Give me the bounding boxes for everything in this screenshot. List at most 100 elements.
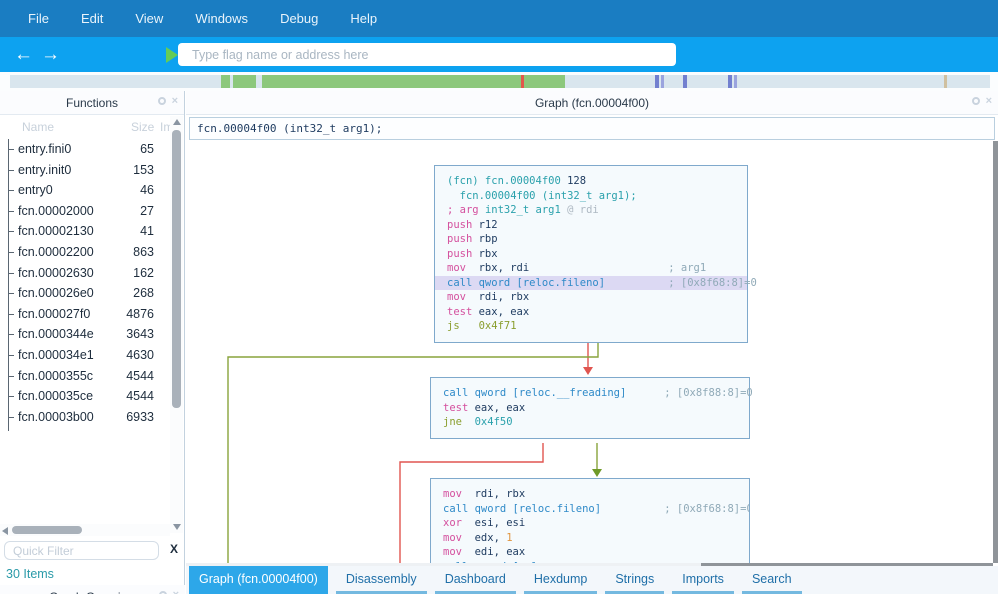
function-row[interactable]: entry046 (0, 180, 168, 201)
graph-block[interactable]: call qword [reloc.__freading] ; [0x8f88:… (430, 377, 750, 439)
menu-item-file[interactable]: File (14, 7, 63, 30)
asm-token-comp: ; arg (447, 204, 485, 216)
asm-line[interactable]: call qword [reloc.__freading] ; [0x8f88:… (431, 386, 749, 401)
asm-token-call: call qword [reloc.__freading] (443, 387, 626, 399)
tree-tick (8, 334, 14, 335)
function-row[interactable]: fcn.00002130 41 (0, 221, 168, 242)
function-row[interactable]: fcn.00002200863 (0, 242, 168, 263)
tree-tick (8, 396, 14, 397)
close-icon[interactable]: × (986, 97, 992, 105)
asm-line[interactable]: mov rdi, rbx (431, 487, 749, 502)
function-name: entry.init0 (18, 163, 71, 177)
functions-panel-header: Functions × (0, 91, 184, 115)
function-name: fcn.00002630 (18, 266, 94, 280)
function-row[interactable]: entry.fini065 (0, 139, 168, 160)
filter-clear-button[interactable]: X (170, 542, 178, 556)
debug-play-icon[interactable] (166, 47, 178, 63)
column-header-name[interactable]: Name (22, 120, 54, 134)
tree-tick (8, 190, 14, 191)
menu-bar: FileEditViewWindowsDebugHelp (0, 0, 998, 37)
function-name: fcn.000027f0 (18, 307, 90, 321)
graph-vertical-scrollbar[interactable] (993, 141, 998, 563)
strip-data-segment (728, 75, 732, 88)
asm-line[interactable]: mov rdi, rbx (435, 290, 747, 305)
graph-canvas[interactable]: (fcn) fcn.00004f00 128 fcn.00004f00 (int… (186, 141, 998, 563)
function-row[interactable]: fcn.000026e0268 (0, 283, 168, 304)
function-signature: fcn.00004f00 (int32_t arg1); (189, 117, 995, 140)
close-icon[interactable]: × (172, 97, 178, 105)
strip-data-segment (655, 75, 659, 88)
forward-arrow-icon[interactable]: → (37, 43, 64, 66)
function-row[interactable]: fcn.000034e14630 (0, 345, 168, 366)
function-row[interactable]: entry.init0 153 (0, 160, 168, 181)
asm-token-fcn: int32_t arg1 (485, 204, 561, 216)
function-row[interactable]: fcn.000027f04876 (0, 304, 168, 325)
asm-token-op: rdi, rbx (479, 291, 530, 303)
seek-search-input[interactable] (178, 43, 676, 66)
scroll-down-icon[interactable] (173, 524, 181, 530)
menu-item-help[interactable]: Help (336, 7, 391, 30)
functions-list: entry.fini065entry.init0153entry046fcn.0… (0, 139, 168, 523)
function-row[interactable]: fcn.0000200027 (0, 201, 168, 222)
asm-line[interactable]: test eax, eax (435, 305, 747, 320)
asm-token-mn: mov (443, 546, 475, 558)
asm-token-mn: mov (443, 488, 475, 500)
tab-strings[interactable]: Strings (605, 566, 664, 594)
functions-horizontal-scrollbar[interactable] (0, 524, 170, 536)
asm-line[interactable]: js 0x4f71 (435, 319, 747, 334)
quick-filter-input[interactable] (4, 541, 159, 560)
asm-line[interactable]: push rbp (435, 232, 747, 247)
tab-disassembly[interactable]: Disassembly (336, 566, 427, 594)
asm-line[interactable]: ; arg int32_t arg1 @ rdi (435, 203, 747, 218)
tab-hexdump[interactable]: Hexdump (524, 566, 598, 594)
asm-line[interactable]: mov edi, eax (431, 545, 749, 560)
scrollbar-thumb[interactable] (12, 526, 82, 534)
function-row[interactable]: fcn.000035ce4544 (0, 386, 168, 407)
function-row[interactable]: fcn.00002630162 (0, 263, 168, 284)
asm-line[interactable]: (fcn) fcn.00004f00 128 (435, 174, 747, 189)
menu-item-view[interactable]: View (121, 7, 177, 30)
asm-line[interactable]: fcn.00004f00 (int32_t arg1); (435, 189, 747, 204)
column-header-size[interactable]: Size (131, 120, 154, 134)
function-size: 153 (133, 163, 154, 177)
tab-imports[interactable]: Imports (672, 566, 734, 594)
undock-icon[interactable] (972, 97, 980, 105)
undock-icon[interactable] (158, 97, 166, 105)
graph-panel-header: Graph (fcn.00004f00) × (186, 91, 998, 115)
asm-line[interactable]: call qword [reloc.fileno] ; [0x8f68:8]=0 (431, 502, 749, 517)
asm-line[interactable]: test eax, eax (431, 401, 749, 416)
tab-graph-fcn-00004f00[interactable]: Graph (fcn.00004f00) (189, 566, 328, 594)
function-name: fcn.00002130 (18, 224, 94, 238)
function-row[interactable]: fcn.0000355c4544 (0, 366, 168, 387)
scrollbar-thumb[interactable] (172, 130, 181, 408)
asm-line[interactable]: jne 0x4f50 (431, 415, 749, 430)
scroll-up-icon[interactable] (173, 119, 181, 125)
asm-line[interactable]: mov rbx, rdi ; arg1 (435, 261, 747, 276)
function-row[interactable]: fcn.00003b006933 (0, 407, 168, 428)
asm-line[interactable]: call qword [reloc.fileno] ; [0x8f68:8]=0 (435, 276, 747, 291)
scroll-left-icon[interactable] (2, 527, 8, 535)
asm-token-mn: xor (443, 517, 475, 529)
asm-token-mn: mov (447, 291, 479, 303)
function-name: fcn.000026e0 (18, 286, 94, 300)
asm-line[interactable]: xor esi, esi (431, 516, 749, 531)
asm-line[interactable]: push r12 (435, 218, 747, 233)
function-size: 41 (140, 224, 154, 238)
asm-line[interactable]: push rbx (435, 247, 747, 262)
asm-line[interactable]: mov edx, 1 (431, 531, 749, 546)
menu-item-debug[interactable]: Debug (266, 7, 332, 30)
tab-dashboard[interactable]: Dashboard (435, 566, 516, 594)
function-size: 4630 (126, 348, 154, 362)
graph-block[interactable]: (fcn) fcn.00004f00 128 fcn.00004f00 (int… (434, 165, 748, 343)
menu-item-edit[interactable]: Edit (67, 7, 117, 30)
graph-block[interactable]: mov rdi, rbxcall qword [reloc.fileno] ; … (430, 478, 750, 563)
function-row[interactable]: fcn.0000344e3643 (0, 324, 168, 345)
strip-tan-segment (944, 75, 947, 88)
scrollbar-thumb[interactable] (993, 141, 998, 563)
functions-vertical-scrollbar[interactable] (170, 116, 183, 533)
menu-item-windows[interactable]: Windows (181, 7, 262, 30)
memory-map-strip[interactable] (10, 75, 990, 88)
tab-search[interactable]: Search (742, 566, 802, 594)
back-arrow-icon[interactable]: ← (10, 43, 37, 66)
tree-tick (8, 273, 14, 274)
